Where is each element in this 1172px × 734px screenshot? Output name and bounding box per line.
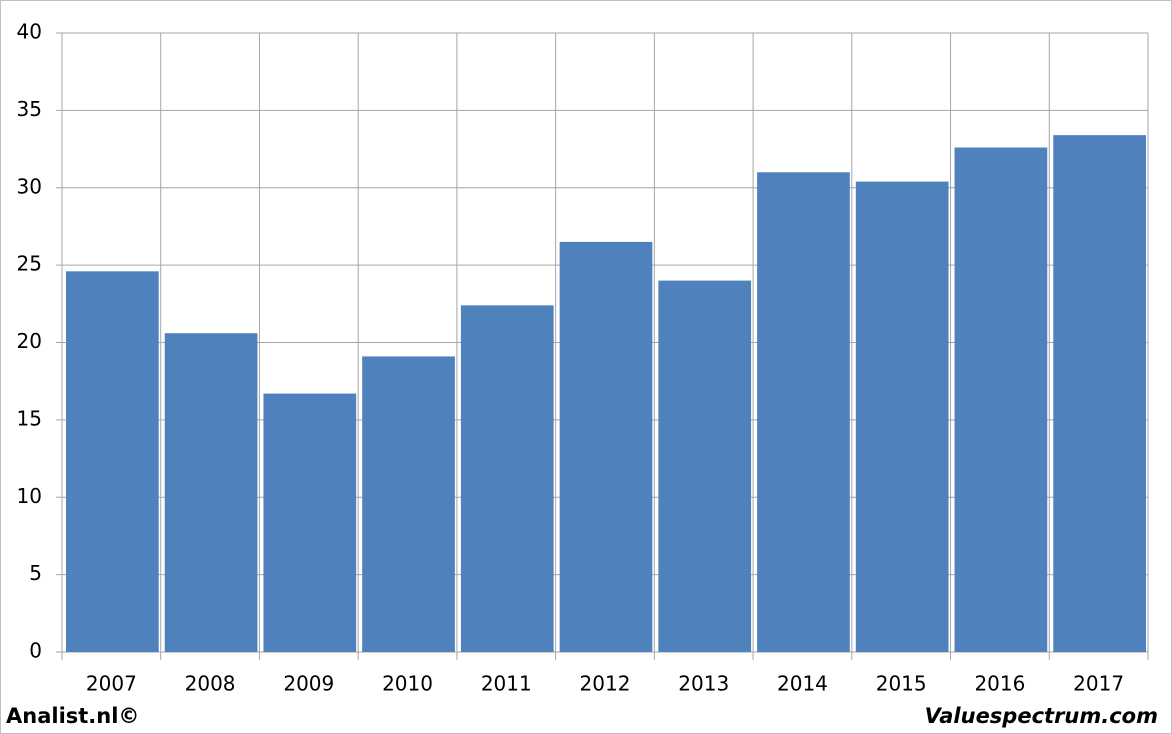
y-tick-label: 15 — [17, 406, 42, 430]
bar — [559, 241, 653, 652]
x-tick-label: 2012 — [580, 672, 631, 696]
bar — [164, 333, 258, 652]
x-tick-label: 2008 — [185, 672, 236, 696]
bar — [362, 356, 455, 652]
x-tick-label: 2011 — [481, 672, 532, 696]
bar — [757, 172, 850, 652]
x-tick-label: 2007 — [86, 672, 137, 696]
x-tick-label: 2016 — [974, 672, 1025, 696]
bar — [460, 305, 554, 652]
x-tick-label: 2013 — [678, 672, 729, 696]
y-tick-label: 40 — [17, 20, 42, 44]
source-right: Valuespectrum.com — [925, 704, 1158, 728]
bar — [66, 271, 159, 652]
y-tick-label: 5 — [29, 561, 42, 585]
bar — [1053, 135, 1146, 652]
bar — [658, 280, 752, 652]
y-tick-label: 30 — [17, 174, 42, 198]
bar — [855, 181, 949, 652]
y-tick-label: 0 — [29, 639, 42, 663]
bar — [954, 147, 1048, 652]
x-tick-label: 2009 — [283, 672, 334, 696]
y-tick-label: 25 — [17, 252, 42, 276]
x-tick-label: 2015 — [876, 672, 927, 696]
y-tick-label: 20 — [17, 329, 42, 353]
x-tick-label: 2010 — [382, 672, 433, 696]
y-tick-label: 10 — [17, 484, 42, 508]
bar — [263, 393, 357, 652]
x-tick-label: 2017 — [1073, 672, 1124, 696]
source-left: Analist.nl© — [6, 704, 139, 728]
x-tick-label: 2014 — [777, 672, 828, 696]
y-tick-label: 35 — [17, 97, 42, 121]
